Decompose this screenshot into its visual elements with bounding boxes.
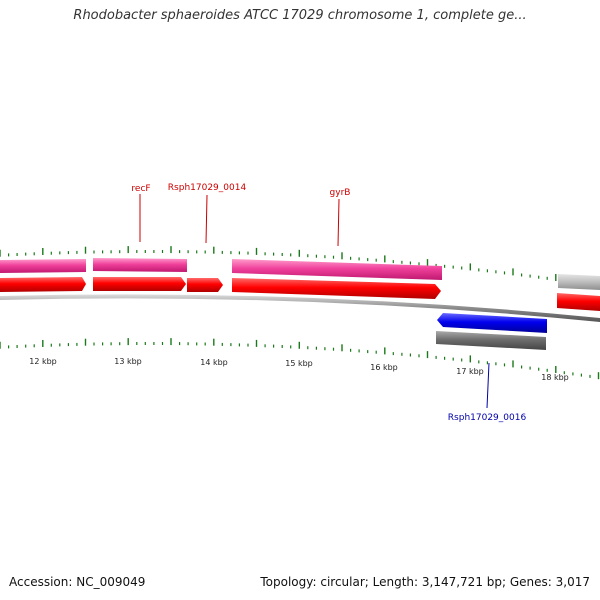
gene-label-rsph17029-0014[interactable]: Rsph17029_0014 <box>168 183 247 193</box>
scale-label: 16 kbp <box>370 363 398 372</box>
label-callouts <box>139 194 490 409</box>
forward-gene-track <box>0 258 442 280</box>
scale-label: 13 kbp <box>114 357 142 366</box>
backbone-ring <box>0 294 600 322</box>
scale-label: 12 kbp <box>29 357 57 366</box>
rsph17029-0014-cds-feature[interactable] <box>187 278 223 292</box>
gene-label-recf[interactable]: recF <box>131 184 150 194</box>
rsph17029-0016-cds-feature[interactable] <box>437 313 547 333</box>
outer-tick-marks <box>0 246 600 288</box>
right-edge-features <box>557 274 600 311</box>
scale-label: 15 kbp <box>285 359 313 368</box>
map-title: Rhodobacter sphaeroides ATCC 17029 chrom… <box>73 8 527 23</box>
genome-stats-text: Topology: circular; Length: 3,147,721 bp… <box>260 575 590 589</box>
reverse-track <box>436 313 547 350</box>
cds-feature[interactable] <box>0 277 86 292</box>
gyrb-cds-feature[interactable] <box>232 278 441 299</box>
scale-label: 17 kbp <box>456 367 484 376</box>
rsph17029-0016-gene-feature[interactable] <box>436 331 546 350</box>
scale-label: 18 kbp <box>541 373 569 382</box>
scale-label: 14 kbp <box>200 358 228 367</box>
gene-label-rsph17029-0016[interactable]: Rsph17029_0016 <box>448 413 527 423</box>
gene-feature[interactable] <box>93 258 187 272</box>
gene-feature[interactable] <box>0 259 86 273</box>
inner-tick-marks <box>0 338 600 380</box>
gene-label-gyrb[interactable]: gyrB <box>330 188 351 198</box>
gyrb-gene-feature[interactable] <box>232 259 442 280</box>
recf-cds-feature[interactable] <box>93 277 186 291</box>
accession-text: Accession: NC_009049 <box>9 575 146 589</box>
forward-cds-track <box>0 277 441 299</box>
gene-feature[interactable] <box>558 274 600 290</box>
cds-feature[interactable] <box>557 293 600 311</box>
